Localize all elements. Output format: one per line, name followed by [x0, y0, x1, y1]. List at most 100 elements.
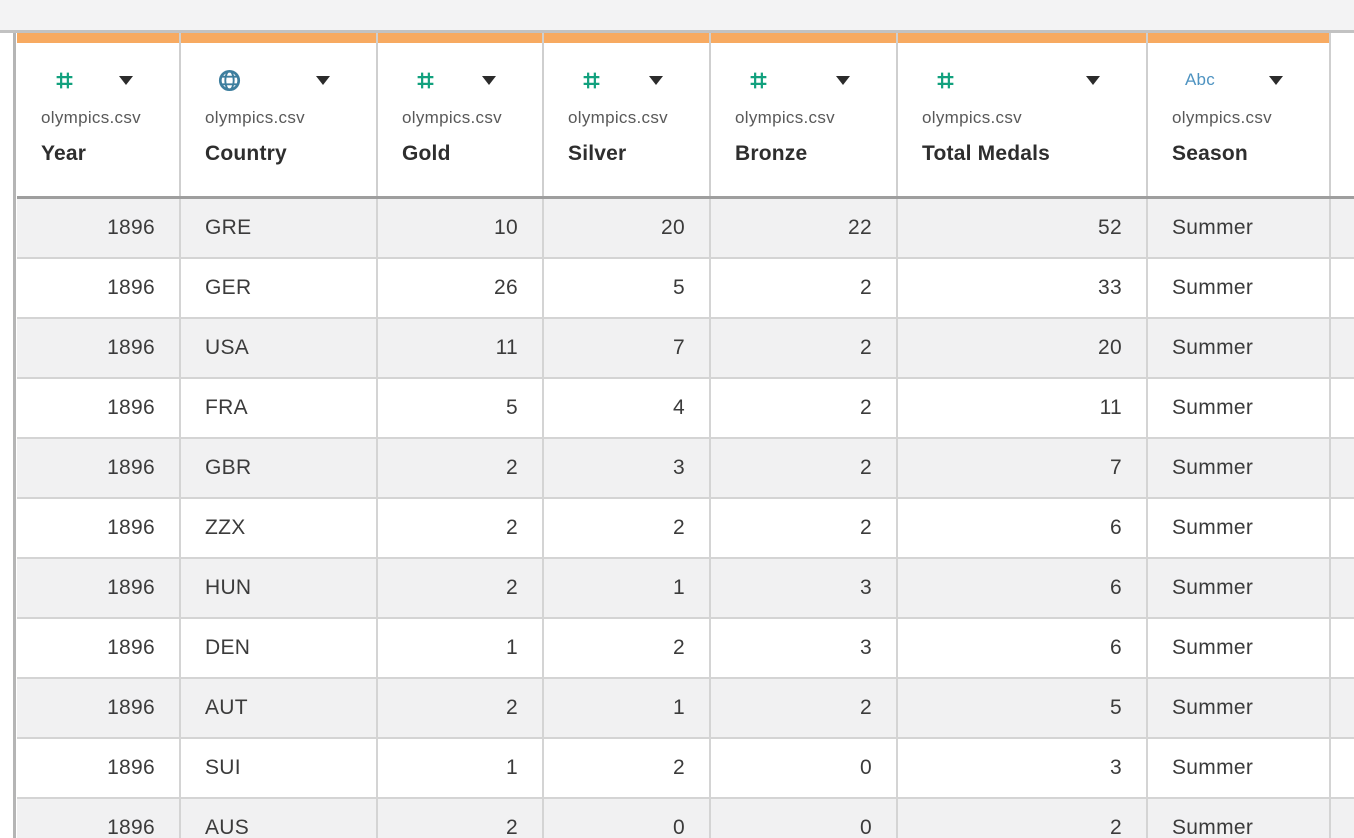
cell-total-medals: 6: [897, 556, 1148, 618]
cell-country: AUT: [180, 676, 378, 738]
cell-silver: 20: [543, 196, 711, 258]
cell-year: 1896: [17, 196, 181, 258]
number-type-icon[interactable]: [581, 70, 602, 91]
dropdown-caret-icon[interactable]: [1086, 75, 1100, 85]
number-type-icon[interactable]: [935, 70, 956, 91]
table-row: 1896 AUS 2 0 0 2 Summer: [17, 796, 1354, 838]
cell-gold: 2: [377, 436, 544, 498]
column-field-name: Year: [41, 142, 87, 165]
cell-gold: 2: [377, 796, 544, 838]
column-header-bronze[interactable]: olympics.csv Bronze: [710, 33, 898, 198]
cell-country: GRE: [180, 196, 378, 258]
cell-partial: [1330, 616, 1354, 678]
number-type-icon[interactable]: [415, 70, 436, 91]
cell-bronze: 3: [710, 616, 898, 678]
cell-country: DEN: [180, 616, 378, 678]
cell-year: 1896: [17, 556, 181, 618]
column-source-label: olympics.csv: [205, 108, 305, 127]
globe-type-icon[interactable]: [218, 69, 241, 92]
cell-season: Summer: [1147, 556, 1331, 618]
cell-total-medals: 11: [897, 376, 1148, 438]
dropdown-caret-icon[interactable]: [482, 75, 496, 85]
column-source-label: olympics.csv: [922, 108, 1022, 127]
cell-year: 1896: [17, 616, 181, 678]
cell-country: ZZX: [180, 496, 378, 558]
dropdown-caret-icon[interactable]: [1269, 75, 1283, 85]
cell-silver: 4: [543, 376, 711, 438]
cell-total-medals: 7: [897, 436, 1148, 498]
cell-gold: 2: [377, 676, 544, 738]
abc-type-icon[interactable]: Abc: [1185, 70, 1215, 89]
cell-year: 1896: [17, 376, 181, 438]
cell-partial: [1330, 436, 1354, 498]
cell-bronze: 0: [710, 796, 898, 838]
cell-gold: 2: [377, 556, 544, 618]
cell-bronze: 2: [710, 676, 898, 738]
cell-silver: 2: [543, 616, 711, 678]
cell-season: Summer: [1147, 676, 1331, 738]
cell-partial: [1330, 676, 1354, 738]
cell-year: 1896: [17, 436, 181, 498]
cell-season: Summer: [1147, 736, 1331, 798]
cell-bronze: 2: [710, 436, 898, 498]
table-row: 1896 HUN 2 1 3 6 Summer: [17, 556, 1354, 618]
cell-partial: [1330, 316, 1354, 378]
cell-country: FRA: [180, 376, 378, 438]
column-source-label: olympics.csv: [41, 108, 141, 127]
column-field-name: Country: [205, 142, 287, 165]
column-accent-strip: [1148, 33, 1329, 43]
cell-total-medals: 6: [897, 496, 1148, 558]
dropdown-caret-icon[interactable]: [836, 75, 850, 85]
table-row: 1896 USA 11 7 2 20 Summer: [17, 316, 1354, 378]
table-row: 1896 FRA 5 4 2 11 Summer: [17, 376, 1354, 438]
column-header-gold[interactable]: olympics.csv Gold: [377, 33, 544, 198]
data-preview-grid: olympics.csv Year olympics.csv Country: [17, 33, 1354, 838]
column-header-country[interactable]: olympics.csv Country: [180, 33, 378, 198]
column-header-year[interactable]: olympics.csv Year: [17, 33, 181, 198]
dropdown-caret-icon[interactable]: [316, 75, 330, 85]
cell-partial: [1330, 796, 1354, 838]
column-header-silver[interactable]: olympics.csv Silver: [543, 33, 711, 198]
column-accent-strip: [711, 33, 896, 43]
cell-total-medals: 5: [897, 676, 1148, 738]
column-accent-strip: [17, 33, 179, 43]
column-source-label: olympics.csv: [568, 108, 668, 127]
cell-bronze: 3: [710, 556, 898, 618]
table-row: 1896 ZZX 2 2 2 6 Summer: [17, 496, 1354, 558]
cell-bronze: 2: [710, 496, 898, 558]
column-source-label: olympics.csv: [402, 108, 502, 127]
column-field-name: Total Medals: [922, 142, 1051, 165]
cell-bronze: 2: [710, 316, 898, 378]
cell-silver: 1: [543, 676, 711, 738]
dropdown-caret-icon[interactable]: [119, 75, 133, 85]
dropdown-caret-icon[interactable]: [649, 75, 663, 85]
cell-silver: 2: [543, 496, 711, 558]
column-field-name: Gold: [402, 142, 451, 165]
data-preview-area: olympics.csv Year olympics.csv Country: [0, 33, 1354, 838]
column-accent-strip: [544, 33, 709, 43]
cell-bronze: 22: [710, 196, 898, 258]
cell-season: Summer: [1147, 616, 1331, 678]
column-source-label: olympics.csv: [735, 108, 835, 127]
number-type-icon[interactable]: [748, 70, 769, 91]
cell-total-medals: 6: [897, 616, 1148, 678]
number-type-icon[interactable]: [54, 70, 75, 91]
column-header-season[interactable]: Abc olympics.csv Season: [1147, 33, 1331, 198]
cell-total-medals: 3: [897, 736, 1148, 798]
cell-gold: 5: [377, 376, 544, 438]
column-field-name: Silver: [568, 142, 627, 165]
cell-silver: 5: [543, 256, 711, 318]
table-row: 1896 GRE 10 20 22 52 Summer: [17, 196, 1354, 258]
cell-year: 1896: [17, 796, 181, 838]
column-header-total-medals[interactable]: olympics.csv Total Medals: [897, 33, 1148, 198]
cell-gold: 1: [377, 616, 544, 678]
table-row: 1896 DEN 1 2 3 6 Summer: [17, 616, 1354, 678]
table-row: 1896 GER 26 5 2 33 Summer: [17, 256, 1354, 318]
cell-partial: [1330, 376, 1354, 438]
column-field-name: Bronze: [735, 142, 808, 165]
cell-total-medals: 52: [897, 196, 1148, 258]
cell-total-medals: 20: [897, 316, 1148, 378]
cell-season: Summer: [1147, 436, 1331, 498]
cell-gold: 1: [377, 736, 544, 798]
table-row: 1896 GBR 2 3 2 7 Summer: [17, 436, 1354, 498]
